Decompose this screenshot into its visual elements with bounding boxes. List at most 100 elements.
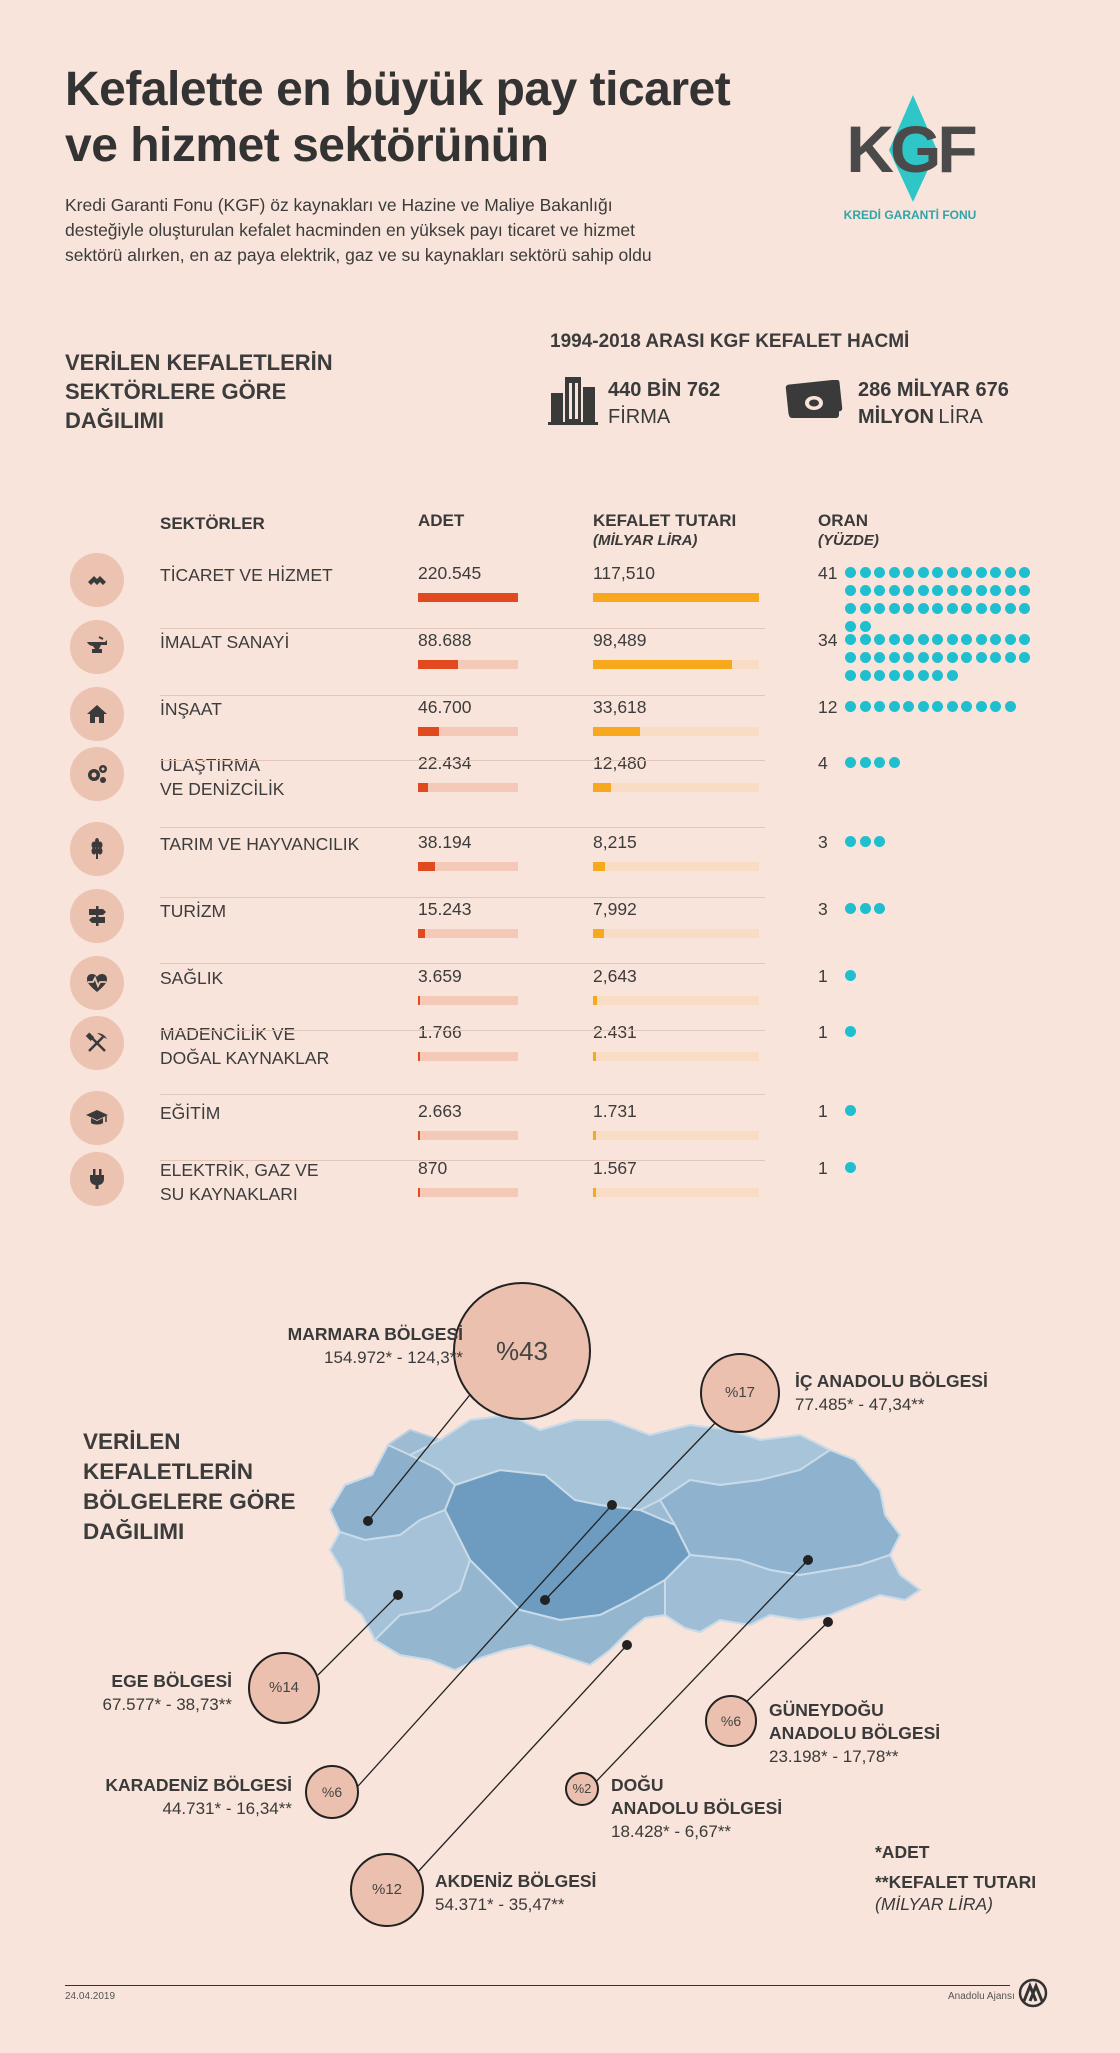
amount-unit-bold: MİLYON: [858, 406, 934, 428]
ratio-dot: [845, 603, 856, 614]
ratio-dot: [1004, 603, 1016, 614]
amount-bar: [593, 727, 641, 736]
footer-date: 24.04.2019: [65, 1991, 116, 2002]
count-bar-track: [418, 660, 518, 669]
ratio-label: 1: [818, 966, 828, 986]
ratio-dot: [975, 652, 987, 663]
region-values: 77.485* - 47,34**: [795, 1395, 925, 1414]
ratio-dot: [975, 567, 987, 578]
count-bar: [418, 862, 436, 871]
ratio-dot: [845, 1162, 856, 1173]
ratio-dot: [932, 585, 943, 596]
amount-label: 33,618: [593, 697, 647, 717]
bubble-ege: %14: [248, 1652, 320, 1724]
ratio-dot: [903, 634, 914, 645]
ratio-dot: [845, 701, 856, 712]
ratio-dot: [888, 757, 900, 768]
region-values: 67.577* - 38,73**: [102, 1695, 232, 1714]
amount-bar-track: [593, 727, 759, 736]
bubble-marmara: %43: [453, 1282, 591, 1420]
bubble-karadeniz: %6: [305, 1765, 359, 1819]
region-section-title: VERİLEN KEFALETLERİN BÖLGELERE GÖRE DAĞI…: [83, 1429, 296, 1544]
ratio-dot: [1019, 652, 1030, 663]
region-name: EGE BÖLGESİ: [111, 1671, 232, 1691]
amount-bar-track: [593, 593, 759, 602]
count-label: 15.243: [418, 899, 472, 919]
ratio-dot: [1004, 701, 1016, 712]
count-label: 3.659: [418, 966, 462, 986]
ratio-dot: [859, 836, 871, 847]
ratio-dot: [961, 634, 972, 645]
sector-label: TİCARET VE HİZMET: [160, 565, 333, 585]
ratio-label: 1: [818, 1022, 828, 1042]
ratio-dot: [961, 585, 972, 596]
ratio-dot: [946, 701, 958, 712]
label-dogu-anadolu: DOĞU ANADOLU BÖLGESİ 18.428* - 6,67**: [611, 1774, 831, 1843]
ratio-dot: [874, 757, 885, 768]
amount-bar: [593, 1188, 596, 1197]
ratio-dot: [859, 903, 871, 914]
building-icon: [548, 373, 598, 430]
ratio-dot: [946, 634, 958, 645]
ratio-dot: [1004, 585, 1016, 596]
ratio-dot: [990, 585, 1001, 596]
ratio-label: 4: [818, 753, 828, 773]
count-label: 38.194: [418, 832, 472, 852]
count-bar-track: [418, 783, 518, 792]
count-bar: [418, 727, 440, 736]
count-label: 2.663: [418, 1101, 462, 1121]
ratio-dot: [845, 836, 856, 847]
house-icon: [70, 687, 124, 741]
amount-unit-line: MİLYON LİRA: [858, 404, 983, 431]
amount-bar: [593, 996, 597, 1005]
header-sectors: SEKTÖRLER: [160, 514, 265, 533]
wheat-icon: [70, 822, 124, 876]
page-title: Kefalette en büyük pay ticaret ve hizmet…: [65, 63, 731, 172]
ratio-dot: [975, 701, 987, 712]
count-bar-track: [418, 929, 518, 938]
ratio-dot: [859, 567, 871, 578]
amount-bar-track: [593, 783, 759, 792]
sector-label: MADENCİLİK VE DOĞAL KAYNAKLAR: [160, 1024, 330, 1068]
ratio-dot: [845, 1105, 856, 1116]
amount-bar: [593, 660, 733, 669]
amount-bar-track: [593, 660, 759, 669]
legend-amount-sub: (MİLYAR LİRA): [875, 1894, 994, 1914]
count-bar: [418, 929, 425, 938]
ratio-label: 12: [818, 697, 838, 717]
region-name: KARADENİZ BÖLGESİ: [105, 1775, 292, 1795]
ratio-label: 3: [818, 899, 828, 919]
bubble-ic-anadolu: %17: [700, 1353, 780, 1433]
legend: *ADET **KEFALET TUTARI (MİLYAR LİRA): [875, 1840, 1036, 1915]
count-bar-track: [418, 727, 518, 736]
region-name: DOĞU: [611, 1775, 664, 1795]
ratio-dot: [903, 603, 914, 614]
kgf-logo: KGF KREDİ GARANTİ FONU: [825, 90, 995, 240]
bubble-akdeniz: %12: [350, 1853, 424, 1927]
header-amount-sub: (MİLYAR LİRA): [593, 532, 698, 549]
ratio-label: 1: [818, 1158, 828, 1178]
label-guneydogu: GÜNEYDOĞU ANADOLU BÖLGESİ 23.198* - 17,7…: [769, 1699, 999, 1768]
ratio-dot: [874, 670, 885, 681]
ratio-dot: [859, 603, 871, 614]
label-marmara: MARMARA BÖLGESİ 154.972* - 124,3**: [233, 1323, 463, 1369]
ratio-dot: [961, 652, 972, 663]
ratio-dot: [990, 652, 1001, 663]
ratio-dots: [845, 701, 1035, 719]
ratio-dot: [1019, 567, 1030, 578]
ratio-dot: [946, 567, 958, 578]
ratio-dot: [888, 585, 900, 596]
amount-bar: [593, 1131, 596, 1140]
amount-bar: [593, 593, 759, 602]
ratio-dot: [932, 652, 943, 663]
amount-unit: LİRA: [938, 406, 983, 428]
ratio-dot: [1019, 603, 1030, 614]
ratio-dots: [845, 1162, 1035, 1180]
ratio-dot: [874, 634, 885, 645]
sector-label: TURİZM: [160, 901, 227, 921]
region-values: 154.972* - 124,3**: [324, 1348, 463, 1367]
ratio-dot: [1019, 634, 1030, 645]
ratio-dot: [845, 634, 856, 645]
ratio-dot: [1004, 567, 1016, 578]
ratio-dot: [874, 585, 885, 596]
